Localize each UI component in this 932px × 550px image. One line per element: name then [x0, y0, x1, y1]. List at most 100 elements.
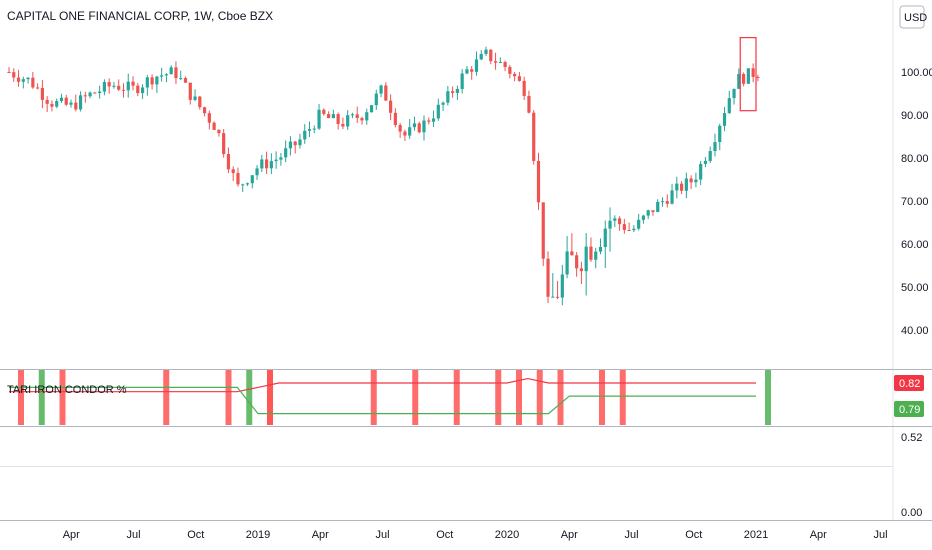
candle-body [336, 114, 340, 124]
candle-body [179, 78, 183, 80]
positive-value-badge [894, 375, 924, 391]
highlight-box [739, 36, 757, 112]
candle-body [312, 128, 316, 130]
candle-body [150, 77, 154, 85]
candle-body [412, 123, 417, 128]
time-tick-label: Apr [312, 529, 329, 541]
indicator-label: TARI IRON CONDOR % [7, 384, 127, 396]
candle-body [398, 125, 402, 132]
time-tick-label: Jul [624, 529, 638, 541]
candle-body [446, 91, 450, 103]
candle-body [98, 91, 102, 93]
signal-bar-red [59, 370, 66, 425]
candle-body [155, 76, 159, 85]
candle-body [694, 179, 698, 183]
indicator-tick-label: 0.00 [901, 507, 922, 519]
price-tick-label: 100.00 [901, 67, 932, 79]
candle-body [632, 228, 636, 231]
currency-button-label: USD [904, 12, 927, 24]
candle-body [684, 178, 688, 191]
candle-body [69, 102, 73, 105]
signal-bar-red [453, 370, 460, 425]
indicator-tick-label: 0.52 [901, 432, 922, 444]
candle-body [64, 97, 68, 105]
candle-body [532, 112, 536, 161]
candle-body [746, 68, 750, 84]
candle-body [756, 76, 760, 78]
candle-body [551, 296, 555, 298]
price-tick-label: 90.00 [901, 110, 929, 122]
candle-body [36, 87, 40, 89]
signal-bar-green [765, 370, 771, 425]
candle-body [83, 95, 87, 97]
candle-body [222, 133, 226, 155]
price-tick-label: 60.00 [901, 239, 929, 251]
candle-body [575, 255, 579, 269]
candle-body [441, 102, 445, 105]
price-tick-label: 40.00 [901, 325, 929, 337]
candle-body [455, 88, 459, 93]
candle-body [493, 61, 498, 63]
candle-body [622, 224, 626, 231]
candle-body [126, 81, 130, 91]
candle-body [598, 246, 603, 252]
candle-body [546, 258, 550, 297]
time-tick-label: 2019 [246, 529, 270, 541]
signal-bar-red [267, 370, 273, 425]
candle-body [689, 178, 693, 183]
candle-body [474, 59, 479, 72]
candle-body [145, 77, 149, 88]
candle-body [651, 210, 655, 212]
time-tick-label: Apr [63, 529, 80, 541]
signal-bar-red [557, 370, 564, 425]
candle-body [403, 131, 407, 136]
candle-body [617, 218, 622, 225]
candle-body [527, 95, 531, 113]
candle-body [188, 82, 192, 100]
candle-body [26, 77, 30, 80]
candle-body [50, 103, 54, 107]
price-tick-label: 80.00 [901, 153, 929, 165]
candle-body [331, 114, 335, 119]
candle-body [484, 49, 488, 54]
signal-bar-red [412, 370, 419, 425]
candle-body [360, 118, 364, 121]
candle-body [369, 105, 374, 113]
candle-body [660, 201, 665, 203]
signal-bar-red [370, 370, 377, 425]
candle-body [570, 251, 574, 256]
candle-body [422, 120, 426, 133]
candle-body [517, 76, 522, 81]
negative-series-line [9, 386, 756, 415]
candle-body [12, 72, 16, 78]
time-tick-label: Oct [436, 529, 453, 541]
candle-body [656, 201, 660, 212]
candle-body [193, 96, 197, 100]
candle-body [365, 112, 369, 121]
candle-body [737, 74, 741, 89]
candle-body [374, 93, 378, 106]
candle-body [241, 184, 245, 186]
candle-body [637, 219, 641, 229]
candle-body [555, 296, 560, 298]
candle-body [317, 109, 321, 129]
currency-button[interactable]: USD [899, 5, 927, 29]
candle-body [470, 69, 474, 72]
candle-body [417, 123, 421, 133]
candle-body [255, 168, 259, 176]
candle-body [250, 175, 254, 184]
candle-body [722, 113, 727, 126]
time-tick-label: Jul [126, 529, 140, 541]
candle-body [350, 114, 355, 116]
time-tick-label: Jul [375, 529, 389, 541]
signal-bar-green [246, 370, 253, 425]
candle-body [565, 251, 569, 275]
candle-body [136, 85, 140, 94]
candle-body [699, 163, 703, 180]
negative-value-badge [894, 401, 924, 417]
candle-body [513, 73, 517, 77]
candle-body [102, 82, 107, 92]
candle-body [584, 246, 588, 272]
candle-body [217, 129, 221, 134]
candle-body [279, 157, 283, 160]
